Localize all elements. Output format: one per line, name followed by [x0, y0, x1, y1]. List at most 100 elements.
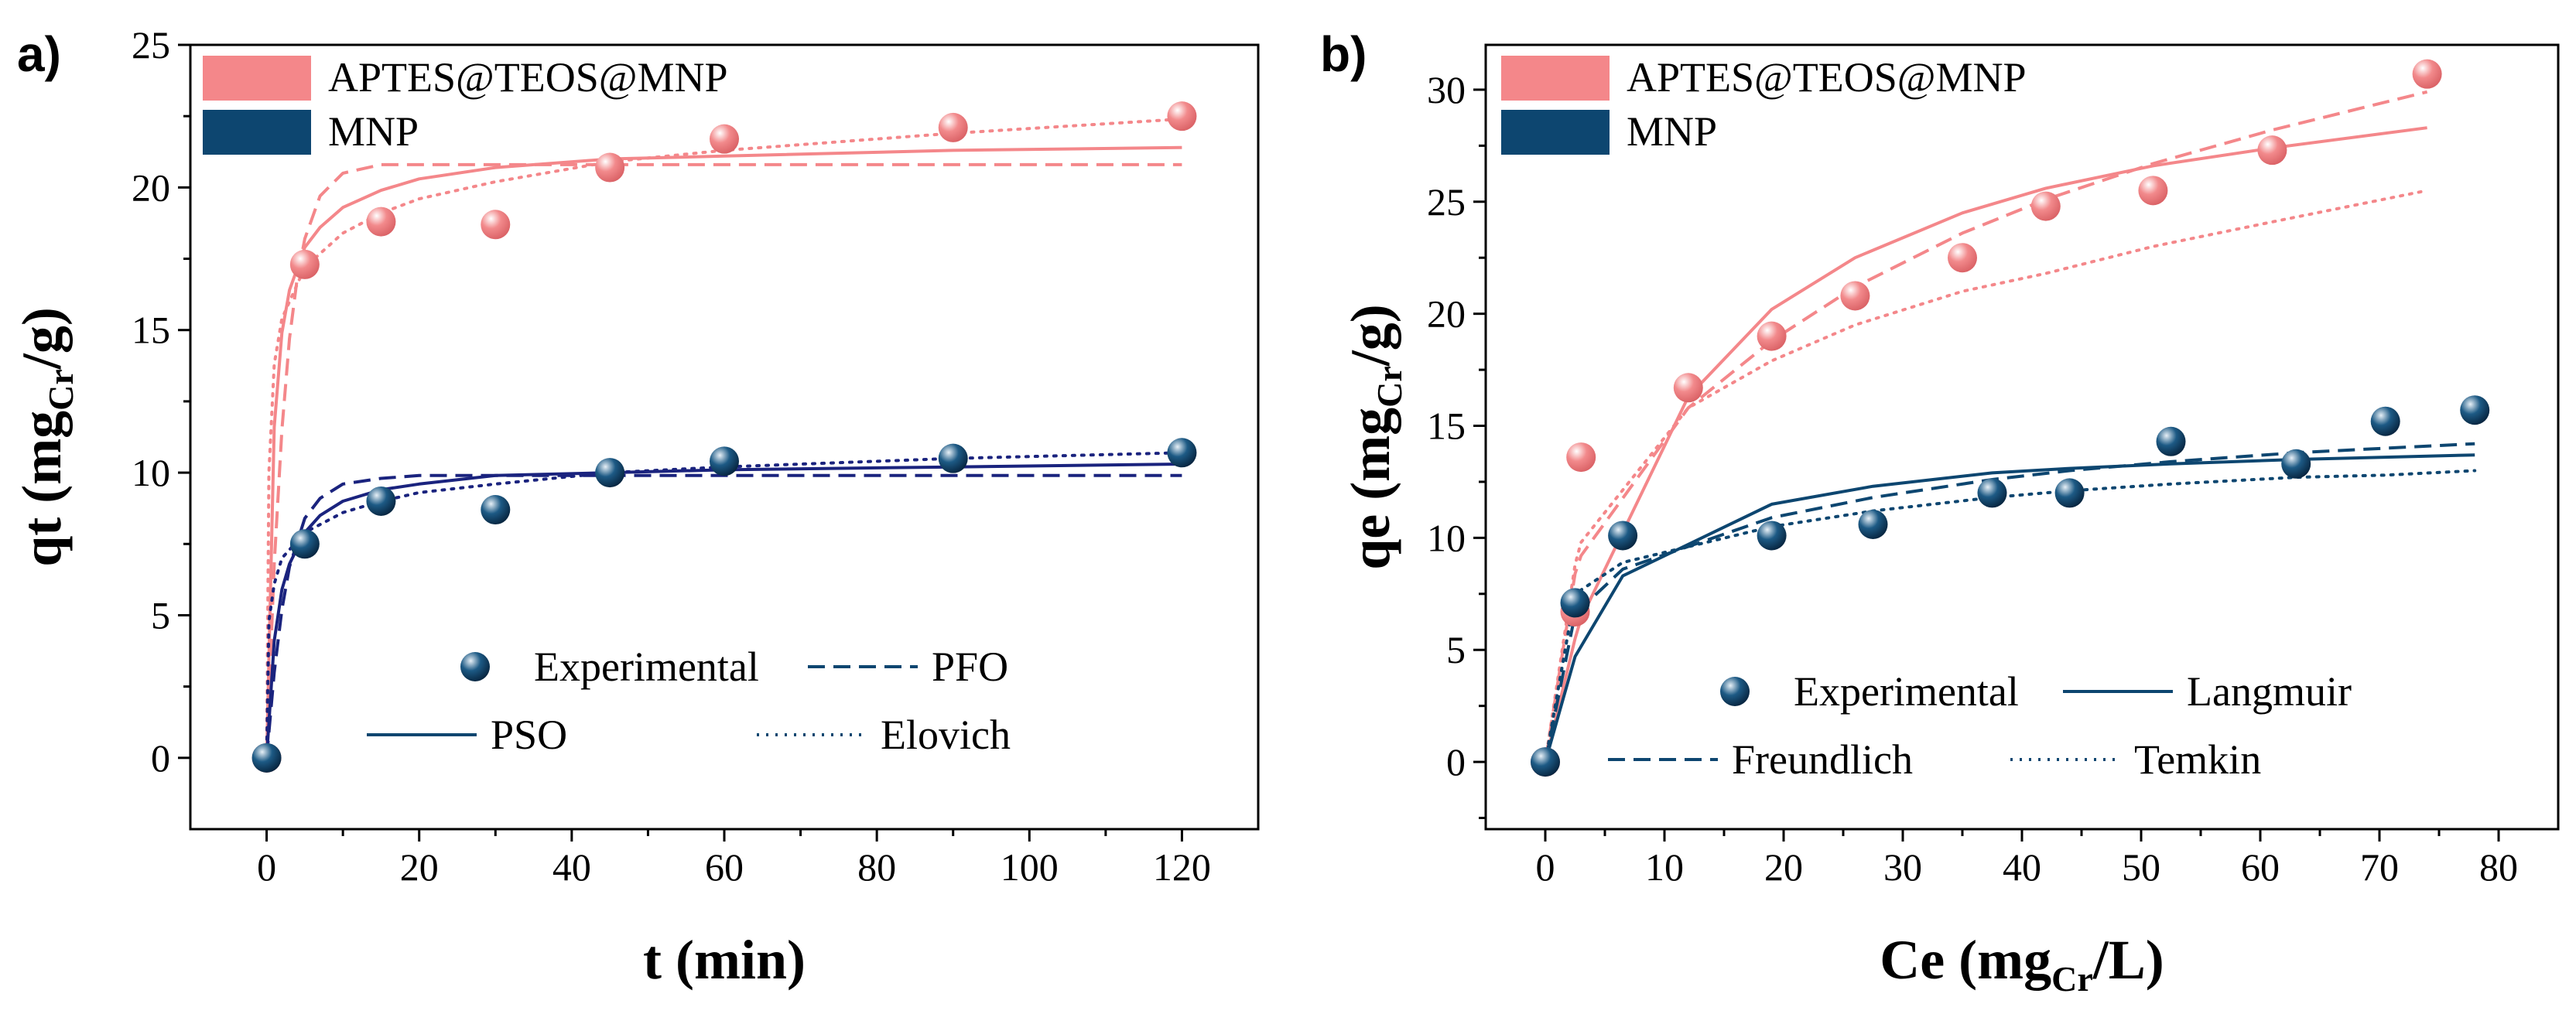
y-tick-label: 25 — [132, 23, 170, 67]
data-point-aptes — [481, 210, 511, 240]
data-point-aptes — [1757, 321, 1787, 351]
data-point-aptes — [2412, 59, 2442, 89]
y-tick-label: 30 — [1427, 68, 1466, 111]
x-tick-label: 40 — [2003, 845, 2041, 889]
legend-label: Freundlich — [1732, 736, 1913, 783]
y-tick-label: 20 — [1427, 292, 1466, 336]
data-point-aptes — [1840, 281, 1870, 311]
y-tick-label: 15 — [1427, 405, 1466, 448]
data-point-aptes — [2138, 176, 2168, 206]
data-point-aptes — [595, 152, 625, 183]
fit-line-freundlich-aptes — [1544, 90, 2428, 763]
legend-swatch — [203, 110, 311, 155]
data-point-mnp — [1977, 478, 2007, 508]
x-tick-label: 50 — [2122, 845, 2160, 889]
data-point-aptes — [2257, 135, 2287, 166]
x-axis: 0 20 40 60 80 100 120 — [257, 829, 1211, 889]
y-tick-label: 20 — [132, 166, 170, 209]
legend-swatch — [1501, 110, 1610, 155]
y-tick-label: 0 — [151, 736, 170, 780]
x-axis-title: Ce (mgCr/L) — [1880, 929, 2164, 999]
data-point-mnp — [2156, 426, 2186, 456]
legend-label: APTES@TEOS@MNP — [1627, 54, 2027, 101]
legend-marker — [460, 652, 490, 681]
y-tick-label: 0 — [1446, 740, 1466, 784]
fit-curves — [1544, 90, 2477, 764]
fit-line-temkin-aptes — [1544, 189, 2429, 764]
legend-label: Langmuir — [2187, 668, 2352, 715]
legend-label: Experimental — [1794, 668, 2019, 715]
x-tick-label: 60 — [2241, 845, 2280, 889]
x-axis-title-suffix: /L) — [2092, 929, 2164, 991]
y-axis-title-subscript: Cr — [1370, 366, 1409, 408]
legend-label: PSO — [491, 712, 567, 758]
legend-label: Temkin — [2134, 736, 2261, 783]
data-point-aptes — [938, 112, 968, 142]
data-point-mnp — [938, 443, 968, 473]
x-tick-label: 60 — [705, 845, 744, 889]
data-point-aptes — [366, 207, 396, 237]
y-tick-label: 25 — [1427, 180, 1466, 224]
y-axis-title-suffix: /g) — [11, 307, 73, 370]
fit-line-langmuir-mnp — [1544, 453, 2475, 763]
data-point-mnp — [2281, 449, 2311, 479]
y-tick-label: 5 — [1446, 628, 1466, 671]
data-point-aptes — [710, 124, 739, 154]
legend-label: MNP — [1627, 108, 1717, 155]
data-point-mnp — [595, 458, 625, 488]
y-axis-title: qe (mgCr/g) — [1339, 304, 1409, 570]
data-point-mnp — [1757, 521, 1787, 551]
fit-line-pso-mnp — [265, 463, 1182, 758]
legend-label: APTES@TEOS@MNP — [328, 54, 728, 101]
legend-label: PFO — [932, 644, 1008, 690]
legend-swatch — [1501, 56, 1610, 101]
x-tick-label: 40 — [552, 845, 591, 889]
x-tick-label: 80 — [2479, 845, 2518, 889]
y-axis-title: qt (mgCr/g) — [11, 307, 80, 567]
y-tick-label: 10 — [132, 451, 170, 494]
data-point-aptes — [289, 249, 320, 279]
data-point-mnp — [1531, 747, 1560, 777]
color-legend: APTES@TEOS@MNP MNP — [1501, 54, 2027, 155]
x-tick-label: 80 — [857, 845, 896, 889]
data-point-mnp — [2370, 406, 2400, 436]
legend-label: Experimental — [534, 644, 759, 690]
data-point-mnp — [366, 486, 396, 516]
data-point-aptes — [1566, 442, 1596, 473]
data-point-aptes — [2030, 191, 2061, 221]
plot-frame — [189, 43, 1260, 831]
panel-label: a) — [17, 26, 61, 82]
y-axis-title-suffix: /g) — [1339, 304, 1401, 367]
x-axis-title: t (min) — [643, 929, 806, 991]
y-axis: 0 5 10 15 20 25 — [132, 23, 190, 780]
x-tick-label: 30 — [1883, 845, 1922, 889]
x-tick-label: 100 — [1001, 845, 1059, 889]
plot-frame — [1484, 43, 2560, 831]
data-point-aptes — [1948, 243, 1977, 273]
legend-label: MNP — [328, 108, 419, 155]
legend-marker — [1720, 677, 1750, 706]
y-axis-title-subscript: Cr — [41, 369, 80, 411]
x-axis-title-prefix: Ce (mg — [1880, 929, 2051, 991]
chart-panel-a: 0 20 40 60 80 100 120 0 5 10 15 20 25 a) t (min) qt (mg… — [11, 23, 1260, 991]
x-tick-label: 120 — [1153, 845, 1211, 889]
style-legend: Experimental PFO PSO Elovich — [367, 644, 1011, 758]
style-legend: Experimental Langmuir Freundlich Temkin — [1608, 668, 2352, 783]
data-point-aptes — [1167, 101, 1197, 131]
data-point-mnp — [1167, 438, 1197, 468]
data-point-mnp — [1858, 509, 1888, 539]
data-point-mnp — [2460, 395, 2490, 425]
x-tick-label: 0 — [257, 845, 276, 889]
y-tick-label: 15 — [132, 309, 170, 352]
x-tick-label: 0 — [1536, 845, 1555, 889]
data-point-mnp — [1560, 588, 1590, 618]
data-point-mnp — [2054, 478, 2085, 508]
data-point-mnp — [251, 743, 282, 773]
data-point-mnp — [710, 446, 739, 476]
x-tick-label: 20 — [1764, 845, 1803, 889]
experimental-points — [1531, 59, 2490, 777]
y-axis: 0 5 10 15 20 25 30 — [1427, 68, 1486, 820]
data-point-aptes — [1673, 373, 1703, 403]
